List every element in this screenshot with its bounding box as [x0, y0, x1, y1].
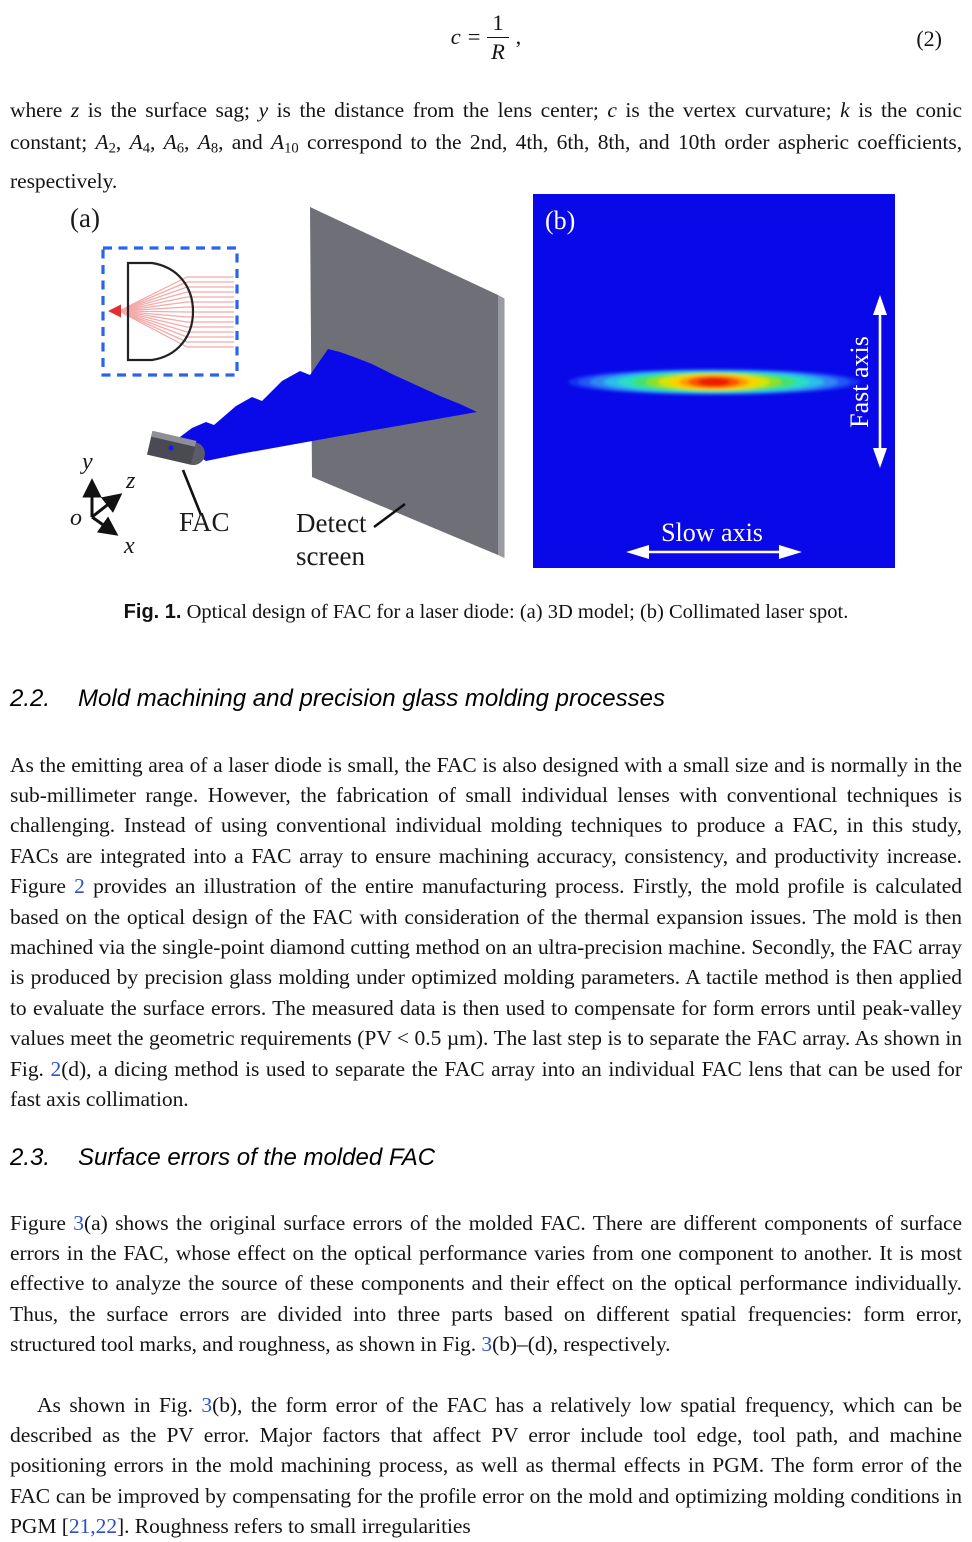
- text-run: Figure: [10, 1210, 74, 1235]
- section-title: Surface errors of the molded FAC: [78, 1144, 436, 1171]
- axis-origin-label: o: [70, 505, 82, 531]
- figure-1: (a) FAC Detect screen: [0, 185, 972, 580]
- fraction-numerator: 1: [487, 10, 509, 38]
- slow-axis-arrow: [626, 545, 802, 559]
- text-run: ,: [184, 130, 198, 155]
- emitter-dot: [168, 445, 174, 451]
- svg-text:Detect: Detect: [296, 508, 367, 538]
- equation-equals: =: [467, 24, 481, 49]
- section-2-2-paragraph: As the emitting area of a laser diode is…: [10, 750, 962, 1115]
- axis-x-label: x: [123, 533, 135, 559]
- subscript: 8: [210, 140, 219, 157]
- coordinate-axes: [82, 478, 123, 536]
- var-z: z: [70, 97, 80, 122]
- fast-axis-label: Fast axis: [845, 336, 874, 428]
- laser-beam: [176, 349, 477, 461]
- lens-outline: [126, 261, 195, 362]
- svg-text:screen: screen: [296, 541, 365, 571]
- text-run: is the conic constant;: [10, 97, 963, 155]
- var-y: y: [258, 97, 269, 122]
- laser-spot: [568, 369, 860, 395]
- lens-inset: [101, 246, 239, 377]
- detect-leader-line: [373, 502, 406, 529]
- var-A: A: [197, 130, 211, 155]
- text-run: ]. Roughness refers to small irregularit…: [117, 1514, 471, 1539]
- section-title: Mold machining and precision glass moldi…: [78, 685, 665, 712]
- text-run: As the emitting area of a laser diode is…: [10, 752, 962, 899]
- equation-comma: ,: [515, 24, 522, 49]
- section-2-3-paragraph-1: Figure 3(a) shows the original surface e…: [10, 1208, 962, 1360]
- figure-caption: Fig. 1. Optical design of FAC for a lase…: [0, 601, 972, 624]
- ref-figure-3[interactable]: 3: [73, 1210, 84, 1235]
- subscript: 10: [284, 140, 299, 157]
- variables-paragraph: where z is the surface sag; y is the dis…: [10, 94, 962, 198]
- section-2-2-heading: 2.2. Mold machining and precision glass m…: [10, 685, 665, 713]
- ref-figure-3[interactable]: 3: [201, 1392, 213, 1417]
- text-run: ,: [115, 130, 130, 155]
- text-run: provides an illustration of the entire m…: [10, 874, 962, 1081]
- text-run: is the distance from the lens center;: [268, 97, 608, 122]
- text-run: (b)–(d), respectively.: [492, 1332, 671, 1357]
- section-2-3-paragraph-2: As shown in Fig. 3(b), the form error of…: [10, 1390, 962, 1542]
- ray-fan: [118, 276, 234, 348]
- equation-body: c = 1 R ,: [0, 4, 972, 70]
- ref-citation-21-22[interactable]: 21,22: [68, 1514, 118, 1539]
- fac-label: FAC: [179, 507, 230, 537]
- panel-b: (b) Fast axis: [533, 194, 895, 568]
- panel-b-label: (b): [545, 206, 575, 235]
- ref-figure-2[interactable]: 2: [74, 874, 85, 899]
- var-A: A: [271, 130, 285, 155]
- subscript: 2: [108, 140, 116, 157]
- fast-axis-arrow: [873, 295, 887, 468]
- figure-caption-text: Optical design of FAC for a laser diode:…: [186, 601, 849, 623]
- equation-lhs: c: [450, 24, 461, 49]
- var-A: A: [163, 130, 177, 155]
- text-run: (a) shows the original surface errors of…: [10, 1210, 962, 1357]
- text-run: , and: [218, 130, 272, 155]
- slow-axis-label: Slow axis: [661, 518, 763, 547]
- ref-figure-3[interactable]: 3: [481, 1332, 493, 1357]
- text-run: is the vertex curvature;: [616, 97, 841, 122]
- section-number: 2.2.: [10, 685, 51, 712]
- diode-emitter-arrow: [108, 304, 121, 318]
- axis-z-label: z: [125, 468, 136, 494]
- text-run: ,: [149, 130, 164, 155]
- fac-lens: [146, 430, 205, 466]
- var-A: A: [95, 130, 109, 155]
- fac-leader-line: [181, 469, 203, 516]
- figure-caption-tag: Fig. 1.: [123, 601, 182, 623]
- subscript: 6: [176, 140, 185, 157]
- panel-a-label: (a): [70, 203, 100, 233]
- equation-2: c = 1 R , (2): [0, 4, 972, 70]
- text-run: As shown in Fig.: [37, 1392, 202, 1417]
- inset-dashed-border: [101, 246, 239, 377]
- text-run: (d), a dicing method is used to separate…: [10, 1056, 962, 1111]
- section-2-3-heading: 2.3. Surface errors of the molded FAC: [10, 1144, 435, 1172]
- equation-number: (2): [916, 26, 942, 51]
- fraction-denominator: R: [491, 38, 505, 64]
- var-c: c: [607, 97, 617, 122]
- figure-1-canvas: (a) FAC Detect screen: [70, 194, 895, 571]
- text-run: correspond to the 2nd, 4th, 6th, 8th, an…: [10, 130, 963, 194]
- section-number: 2.3.: [10, 1144, 51, 1171]
- text-run: (b), the form error of the FAC has a rel…: [10, 1392, 962, 1539]
- axis-y-label: y: [80, 449, 93, 475]
- var-A: A: [129, 130, 143, 155]
- equation-fraction: 1 R: [487, 10, 509, 64]
- text-run: where: [10, 97, 71, 122]
- detect-screen-label: Detect screen: [296, 502, 406, 571]
- subscript: 4: [142, 140, 150, 157]
- var-k: k: [840, 97, 850, 122]
- ref-figure-2[interactable]: 2: [50, 1056, 62, 1081]
- text-run: is the surface sag;: [79, 97, 259, 122]
